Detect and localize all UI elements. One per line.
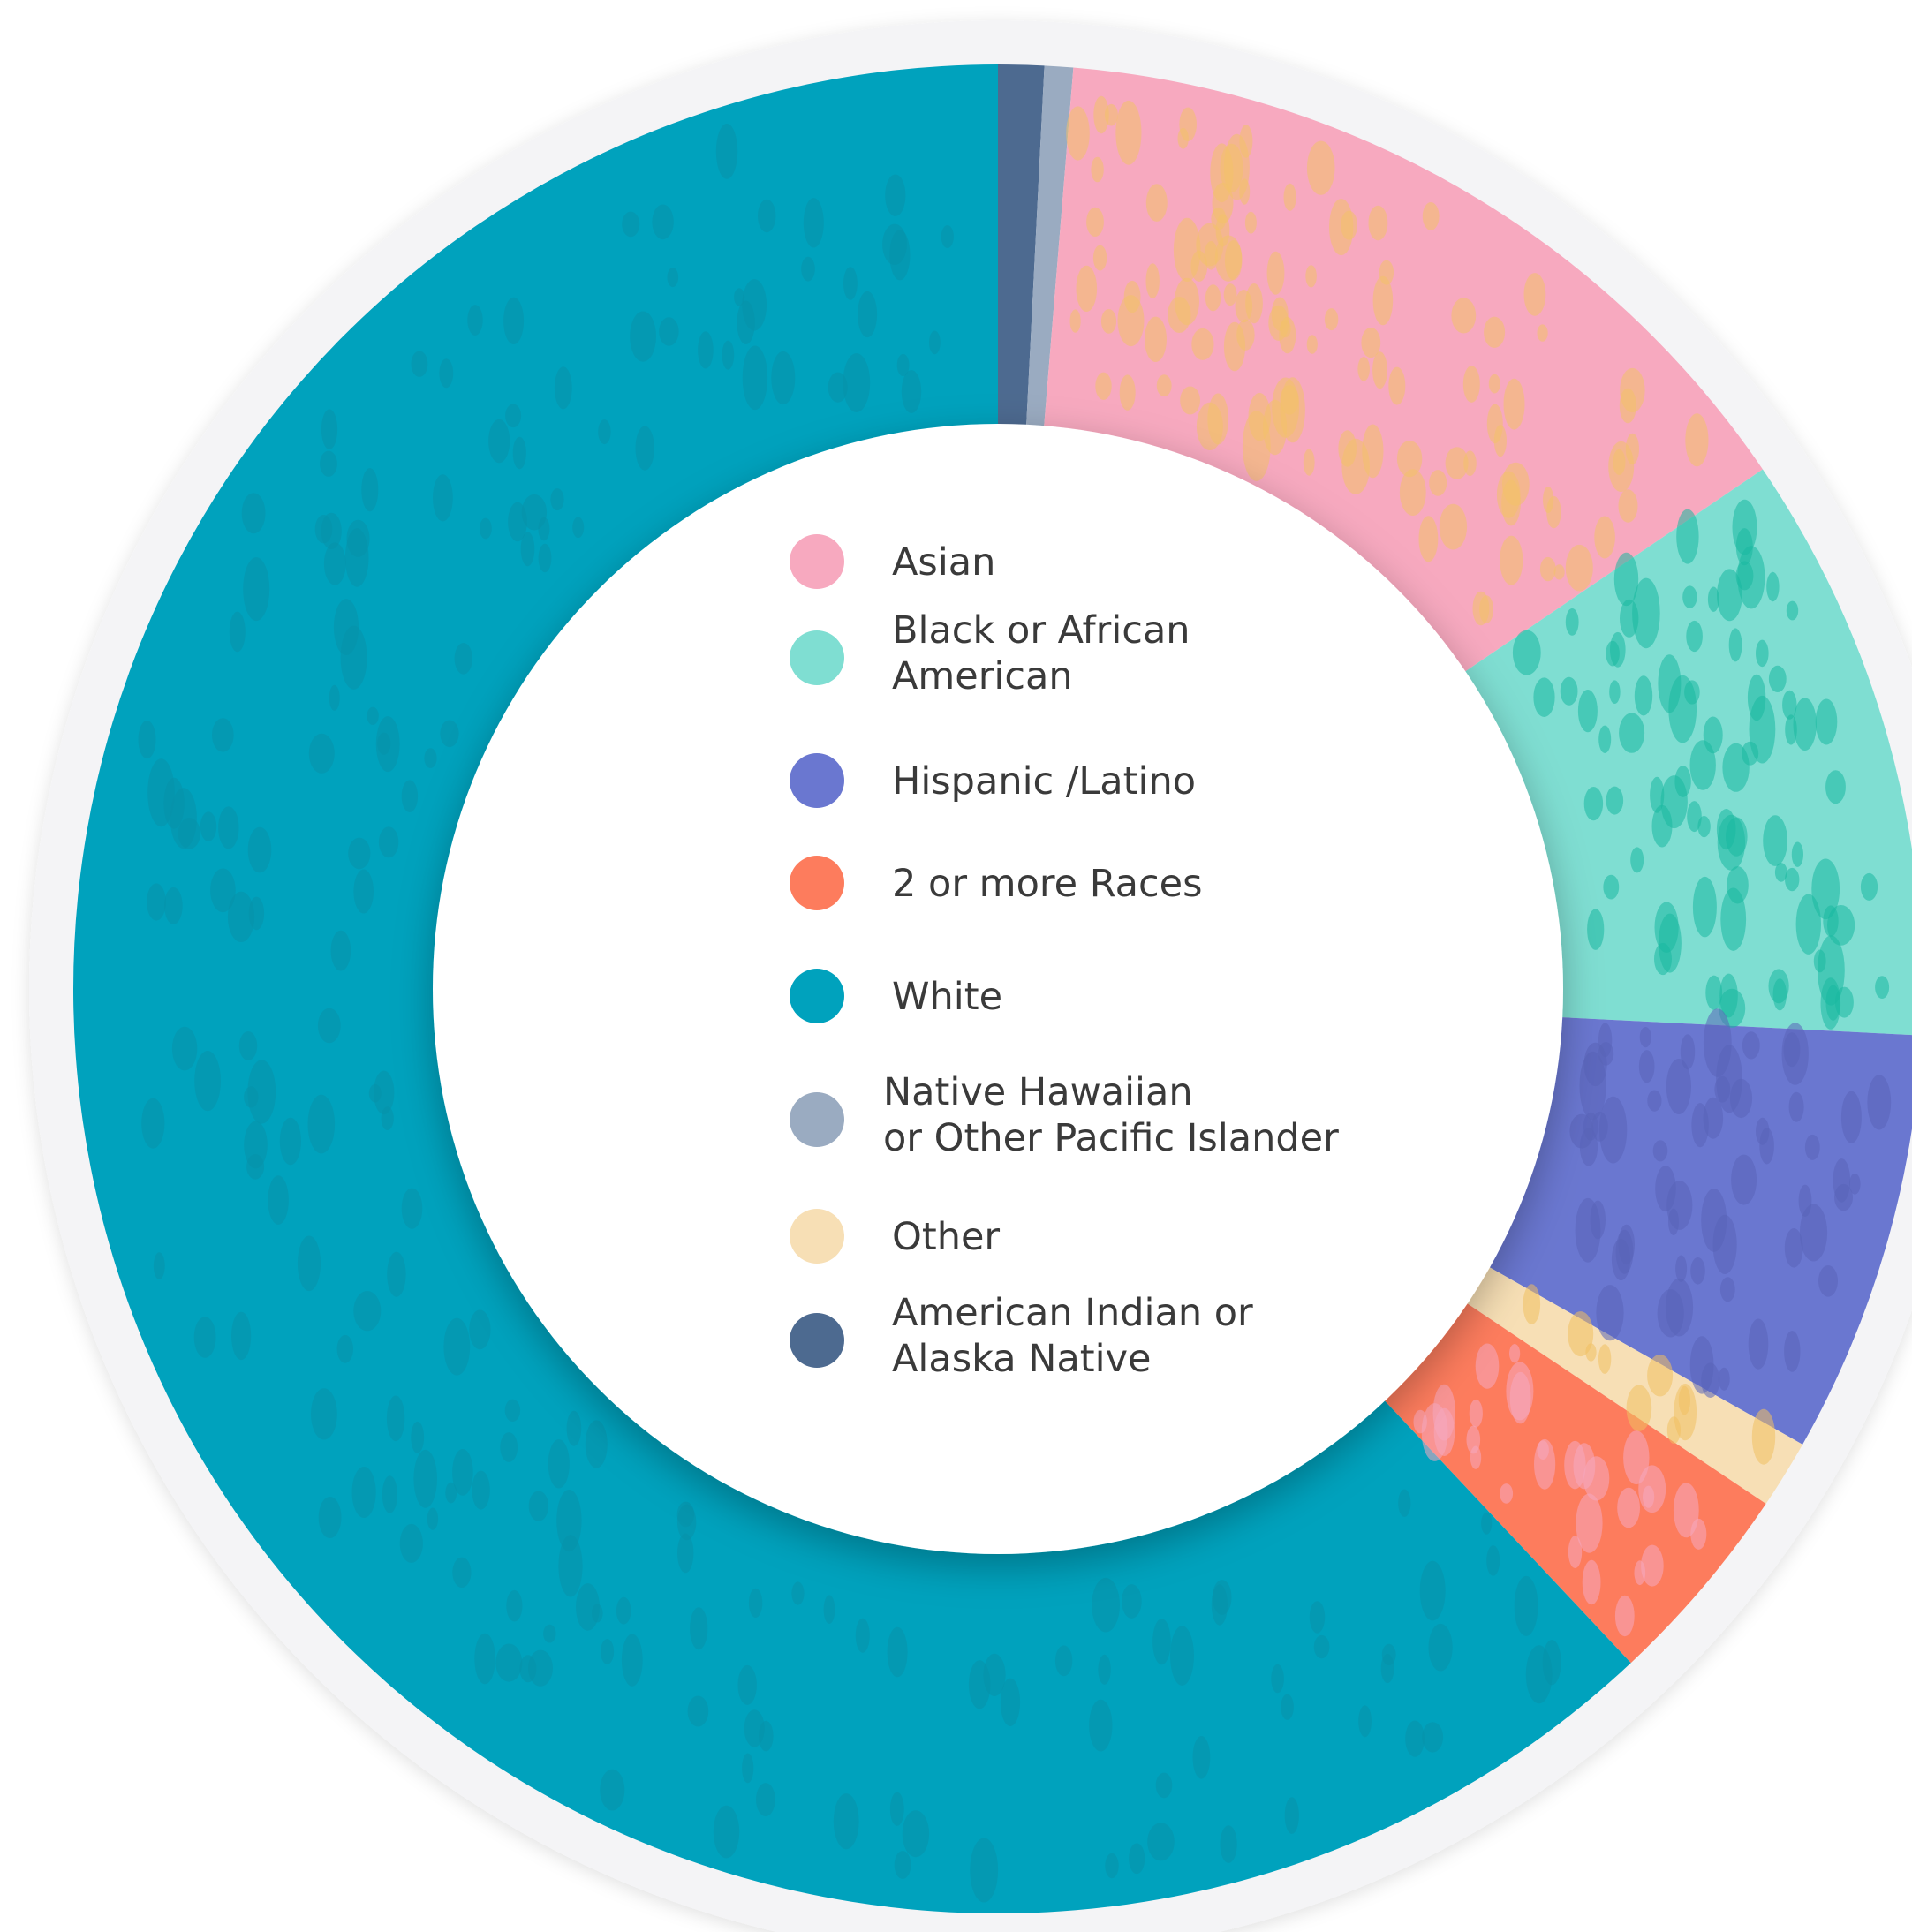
legend-label: Asian — [892, 540, 995, 585]
texture-other — [1523, 1284, 1776, 1465]
texture-asian — [1066, 95, 1709, 626]
legend-label: Alaska Native — [892, 1337, 1152, 1381]
legend-label: Other — [892, 1215, 1000, 1259]
legend-swatch-black-or-african-american — [790, 630, 844, 685]
legend-label: White — [892, 975, 1002, 1019]
legend-swatch-white — [790, 969, 844, 1023]
donut-hole — [433, 424, 1563, 1554]
legend-label: Hispanic /Latino — [892, 759, 1196, 804]
legend-swatch-native-hawaiian-or-other-pacific-islander — [790, 1092, 844, 1147]
legend-item-white: White — [790, 969, 1002, 1023]
texture-group — [138, 95, 1892, 1903]
texture-white — [138, 124, 1561, 1903]
legend-swatch-hispanic-latino — [790, 753, 844, 808]
legend-swatch-asian — [790, 534, 844, 589]
legend-item-hispanic-latino: Hispanic /Latino — [790, 753, 1196, 808]
legend-swatch-other — [790, 1209, 844, 1264]
legend-label: American — [892, 654, 1073, 698]
legend-item-2-or-more-races: 2 or more Races — [790, 856, 1203, 910]
texture-hispanic-latino — [1569, 1008, 1892, 1398]
legend-label: Black or African — [892, 608, 1190, 653]
legend-swatch-american-indian-or-alaska-native — [790, 1313, 844, 1368]
legend-label: American Indian or — [892, 1291, 1253, 1335]
texture-black-or-african-american — [1512, 499, 1890, 1030]
legend-label: Native Hawaiian — [883, 1070, 1193, 1114]
legend-item-asian: Asian — [790, 534, 995, 589]
texture-2-or-more-races — [1413, 1343, 1707, 1637]
legend-item-other: Other — [790, 1209, 1000, 1264]
legend-swatch-2-or-more-races — [790, 856, 844, 910]
legend-label: 2 or more Races — [892, 862, 1203, 906]
legend-label: or Other Pacific Islander — [883, 1116, 1339, 1160]
